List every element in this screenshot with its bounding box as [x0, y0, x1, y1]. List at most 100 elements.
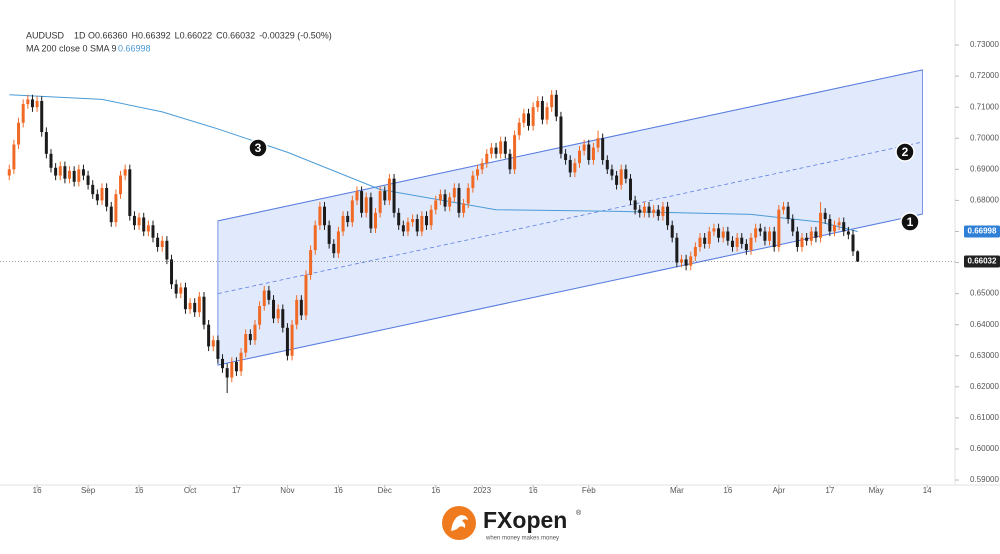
candle-body [355, 191, 359, 201]
y-tick-label: 0.72000 [970, 71, 999, 80]
x-tick-label: Sep [81, 486, 96, 495]
candle-body [647, 206, 651, 213]
candle-body [44, 132, 48, 154]
candle-body [471, 175, 475, 188]
candle-body [577, 150, 581, 164]
candle-body [332, 243, 336, 254]
candle-body [837, 222, 841, 226]
candle-body [411, 219, 415, 223]
candle-body [476, 169, 479, 176]
candle-body [503, 141, 507, 154]
logo-name: FXopen [483, 507, 567, 533]
candle-body [142, 217, 146, 232]
candle-body [457, 187, 461, 213]
candle-body [281, 309, 285, 328]
header-values: O0.66360 H0.66392 L0.66022 C0.66032 -0.00329… [88, 30, 332, 40]
y-tick-label: 0.71000 [970, 102, 999, 111]
annotation-circle [895, 142, 915, 162]
candle-body [285, 327, 289, 356]
candle-body [40, 100, 44, 133]
annotation-circle [248, 138, 268, 158]
annotation-marker: 1 [900, 212, 920, 232]
candle-body [851, 234, 855, 252]
y-tick-label: 0.64000 [970, 320, 999, 329]
candle-body [216, 340, 220, 359]
candle-body [415, 219, 419, 232]
candle-body [633, 200, 637, 210]
x-tick-label: Apr [773, 486, 786, 495]
candle-body [754, 228, 758, 238]
y-tick-label: 0.63000 [970, 351, 999, 360]
candle-body [290, 324, 294, 356]
candle-body [656, 209, 660, 216]
candle-body [698, 237, 702, 248]
candle-body [174, 284, 178, 294]
y-tick-label: 0.61000 [970, 413, 999, 422]
candle-body [462, 203, 466, 213]
candle-body [531, 107, 535, 126]
candle-body [768, 231, 772, 241]
logo-mark: ® [576, 509, 582, 517]
candle-body [137, 217, 141, 226]
candle-body [211, 340, 215, 347]
candle-body [26, 99, 30, 105]
y-tick-label: 0.69000 [970, 164, 999, 173]
last-price-label: 0.66032 [968, 257, 997, 266]
y-tick-label: 0.60000 [970, 444, 999, 453]
candle-body [336, 231, 340, 254]
candle-body [170, 259, 174, 285]
candle-body [545, 107, 549, 120]
candle-body [58, 166, 62, 176]
candle-body [717, 228, 721, 238]
candle-body [234, 361, 238, 372]
x-tick-label: Nov [280, 486, 294, 495]
y-tick-label: 0.70000 [970, 133, 999, 142]
candle-body [846, 231, 850, 235]
candle-body [68, 170, 72, 179]
y-tick-label: 0.68000 [970, 196, 999, 205]
candle-body [248, 334, 252, 341]
y-tick-label: 0.65000 [970, 289, 999, 298]
candle-body [374, 212, 378, 229]
candle-body [146, 225, 150, 232]
header-value: C0.66032 [216, 30, 255, 40]
candle-body [763, 231, 767, 241]
candle-body [730, 240, 734, 248]
candle-body [406, 222, 410, 232]
candle-body [443, 194, 447, 207]
candle-body [221, 358, 225, 369]
candle-body [123, 169, 127, 176]
x-tick-label: 14 [923, 486, 932, 495]
candle-body [652, 209, 656, 213]
header-value: H0.66392 [132, 30, 171, 40]
candle-body [772, 231, 776, 248]
candle-body [666, 206, 670, 226]
candle-body [689, 256, 693, 266]
header-value: L0.66022 [175, 30, 213, 40]
channel-lower [217, 213, 923, 366]
x-tick-label: Oct [184, 486, 197, 495]
candle-body [786, 206, 790, 220]
candle-body [425, 215, 429, 226]
candle-body [392, 178, 396, 213]
candle-body [360, 191, 364, 213]
candle-body [387, 178, 391, 201]
candle-body [49, 153, 53, 168]
logo-lion [451, 515, 468, 531]
candle-body [128, 169, 132, 216]
x-tick-label: 16 [33, 486, 42, 495]
interval: 1D [74, 30, 86, 40]
candle-body [253, 324, 257, 341]
candle-body [712, 228, 716, 232]
candle-body [452, 187, 456, 198]
candle-body [30, 99, 34, 108]
x-tick-label: 17 [232, 486, 241, 495]
candle-body [323, 206, 327, 226]
x-tick-label: May [869, 486, 884, 495]
x-tick-label: Mar [670, 486, 684, 495]
candle-body [318, 206, 322, 226]
candle-body [151, 225, 155, 238]
logo-tagline: when money makes money [485, 536, 559, 542]
candle-body [91, 184, 95, 195]
